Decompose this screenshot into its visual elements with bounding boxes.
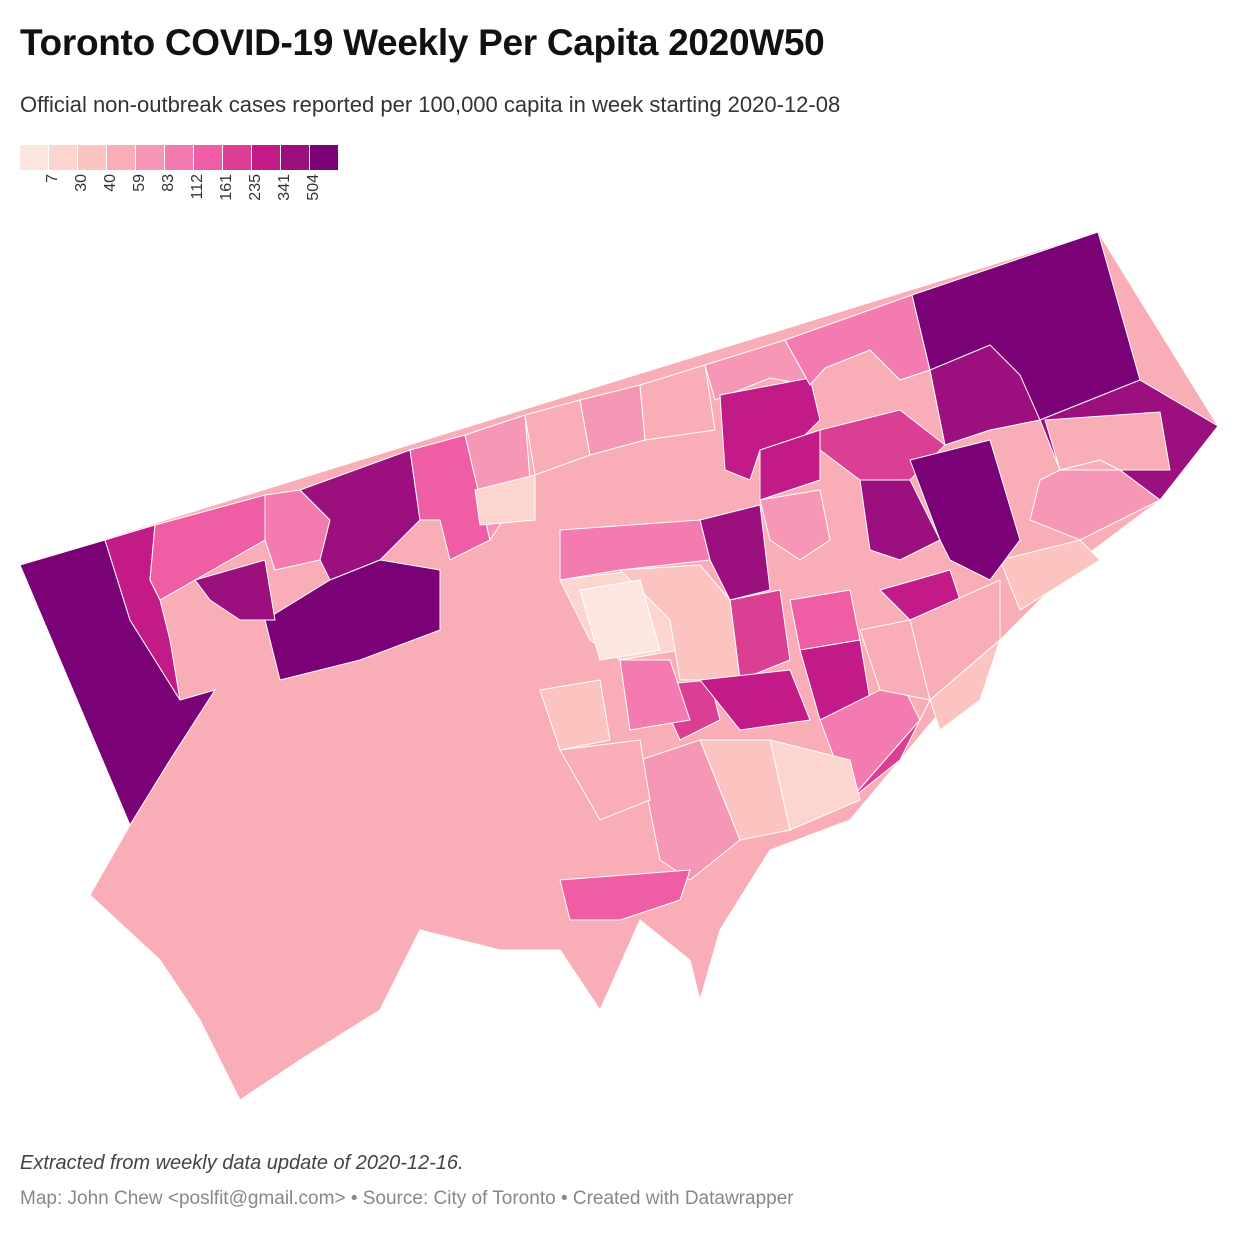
- page-title: Toronto COVID-19 Weekly Per Capita 2020W…: [20, 22, 825, 63]
- neighbourhood-region[interactable]: [579, 579, 661, 661]
- legend-swatch: [310, 145, 338, 170]
- neighbourhood-region[interactable]: [999, 539, 1101, 611]
- legend-swatch: [136, 145, 164, 170]
- legend-tick-label: 7: [44, 174, 61, 183]
- neighbourhood-region[interactable]: [639, 739, 741, 881]
- neighbourhood-region[interactable]: [699, 669, 811, 731]
- legend-tick-label: 59: [131, 174, 148, 192]
- legend-tick-label: 30: [73, 174, 90, 192]
- legend-tick-label: 504: [305, 174, 322, 201]
- legend-swatch: [194, 145, 222, 170]
- neighbourhood-region[interactable]: [759, 429, 821, 501]
- legend-bar: [20, 145, 339, 170]
- neighbourhood-region[interactable]: [859, 619, 931, 701]
- legend-swatch: [281, 145, 309, 170]
- neighbourhood-regions: [19, 231, 1219, 921]
- neighbourhood-region[interactable]: [619, 659, 691, 731]
- legend-swatch: [49, 145, 77, 170]
- neighbourhood-region[interactable]: [559, 739, 651, 821]
- legend-swatch: [223, 145, 251, 170]
- neighbourhood-region[interactable]: [559, 519, 711, 581]
- legend-swatch: [107, 145, 135, 170]
- neighbourhood-region[interactable]: [474, 474, 536, 526]
- legend-tick-label: 235: [247, 174, 264, 201]
- legend-swatch: [78, 145, 106, 170]
- legend-swatch: [20, 145, 48, 170]
- page-subtitle: Official non-outbreak cases reported per…: [20, 92, 841, 117]
- neighbourhood-region[interactable]: [759, 489, 831, 561]
- neighbourhood-region[interactable]: [859, 479, 941, 561]
- color-legend: 7 30 40 59 83 112 161 235 341 504: [20, 145, 339, 230]
- legend-tick-label: 161: [218, 174, 235, 201]
- neighbourhood-region[interactable]: [194, 559, 276, 621]
- neighbourhood-region[interactable]: [264, 559, 441, 681]
- legend-swatch: [252, 145, 280, 170]
- neighbourhood-region[interactable]: [539, 679, 611, 751]
- legend-tick-label: 112: [189, 174, 206, 200]
- neighbourhood-region[interactable]: [559, 869, 691, 921]
- credits: Map: John Chew <poslfit@gmail.com> • Sou…: [20, 1188, 794, 1209]
- toronto-choropleth-map: [19, 231, 1219, 1101]
- legend-swatch: [165, 145, 193, 170]
- legend-tick-label: 83: [160, 174, 177, 192]
- neighbourhood-region[interactable]: [789, 589, 861, 651]
- legend-tick-label: 341: [276, 174, 293, 201]
- neighbourhood-region[interactable]: [639, 364, 716, 441]
- neighbourhood-region[interactable]: [1044, 411, 1171, 471]
- neighbourhood-region[interactable]: [1029, 469, 1161, 541]
- neighbourhood-region[interactable]: [909, 439, 1021, 581]
- neighbourhood-region[interactable]: [929, 638, 1002, 731]
- legend-tick-label: 40: [102, 174, 119, 192]
- data-note: Extracted from weekly data update of 202…: [20, 1152, 464, 1174]
